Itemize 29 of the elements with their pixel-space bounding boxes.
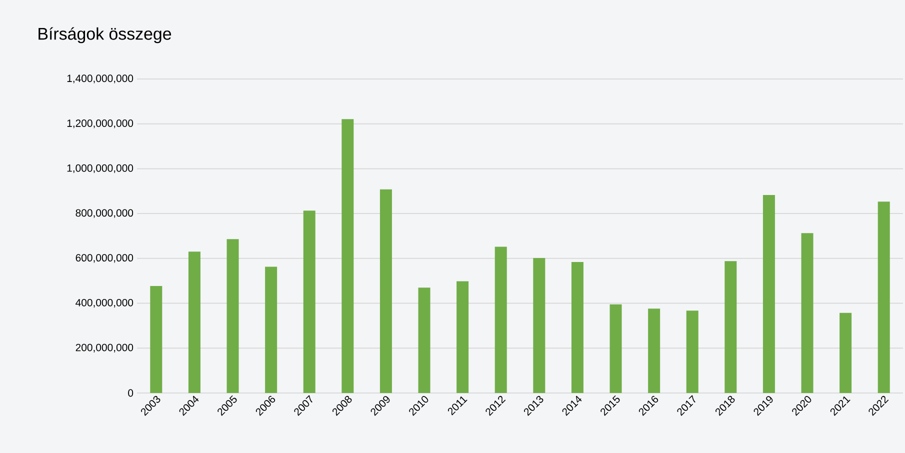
chart-title: Bírságok összege bbox=[38, 27, 172, 44]
bar bbox=[265, 266, 278, 393]
y-tick-label: 1,000,000,000 bbox=[67, 164, 134, 174]
bar bbox=[648, 308, 660, 393]
bar bbox=[878, 202, 890, 393]
y-tick-label: 200,000,000 bbox=[76, 344, 134, 352]
bar bbox=[686, 310, 698, 393]
bar bbox=[456, 281, 469, 393]
bar bbox=[303, 210, 316, 393]
y-tick-label: 600,000,000 bbox=[76, 254, 134, 263]
y-tick-label: 400,000,000 bbox=[76, 298, 134, 308]
bar bbox=[494, 246, 507, 393]
y-tick-label: 800,000,000 bbox=[76, 209, 134, 218]
bar bbox=[571, 262, 584, 393]
bar bbox=[801, 233, 814, 393]
y-tick-label: 1,200,000,000 bbox=[67, 120, 134, 128]
bar bbox=[150, 286, 162, 393]
bar bbox=[342, 119, 354, 393]
bar bbox=[380, 189, 392, 393]
bar bbox=[226, 239, 239, 393]
bar bbox=[840, 312, 852, 393]
y-tick-label: 0 bbox=[128, 389, 134, 397]
bar bbox=[762, 194, 775, 393]
bar bbox=[724, 261, 737, 393]
y-tick-label: 1,400,000,000 bbox=[67, 74, 134, 84]
bar bbox=[533, 258, 546, 393]
bar bbox=[418, 288, 430, 393]
bar bbox=[188, 252, 200, 393]
bar bbox=[610, 304, 622, 393]
